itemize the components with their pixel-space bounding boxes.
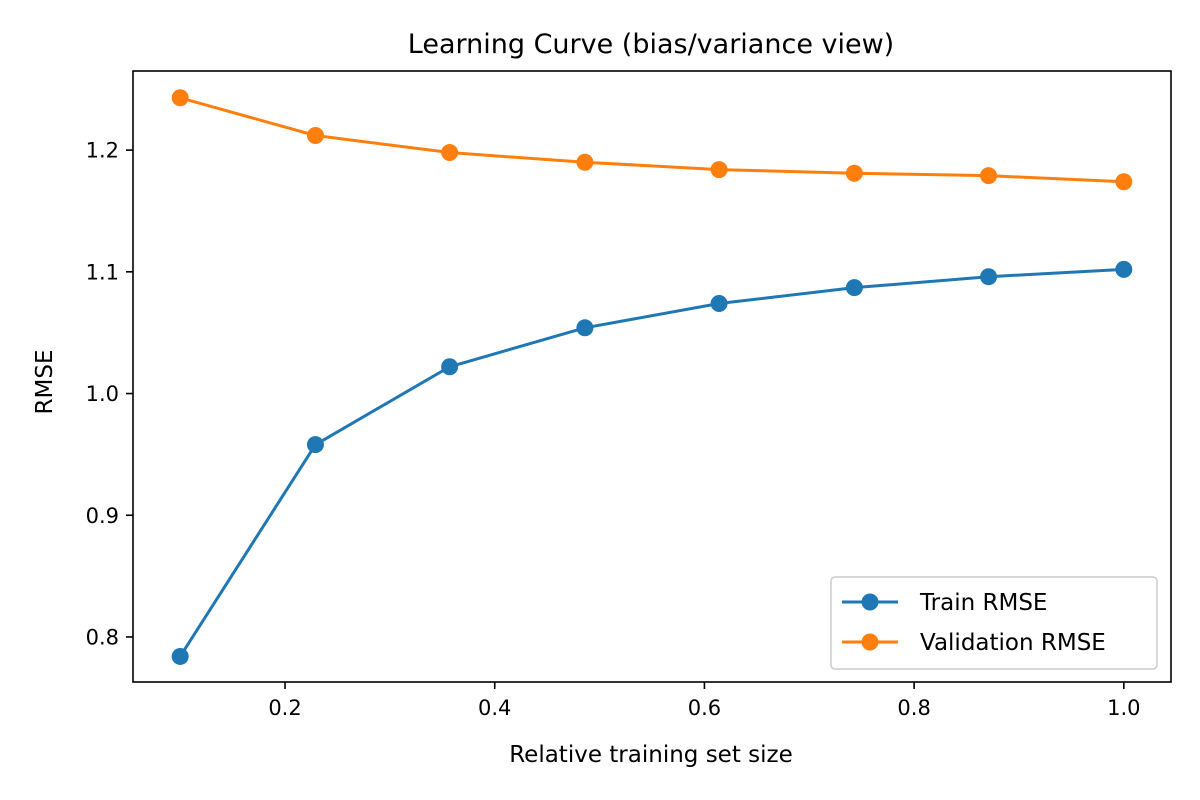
series-1-point-4 (710, 161, 728, 179)
x-tick-label-0: 0.2 (268, 696, 301, 720)
series-line-1 (178, 96, 1126, 184)
series-1-point-6 (980, 167, 998, 185)
x-tick-label-2: 0.6 (688, 696, 721, 720)
legend: Train RMSE Validation RMSE (830, 576, 1158, 670)
y-tick-label-3: 1.1 (86, 260, 119, 284)
series-0-point-1 (306, 436, 324, 454)
legend-label-1: Validation RMSE (920, 630, 1106, 656)
y-tick-label-0: 0.8 (86, 625, 119, 649)
y-axis-label: RMSE (32, 350, 58, 415)
series-0-point-0 (171, 647, 189, 665)
legend-marker-0 (861, 593, 879, 611)
legend-box (830, 576, 1158, 670)
series-0-point-3 (576, 319, 594, 337)
x-tick-label-3: 0.8 (897, 696, 930, 720)
series-1-point-7 (1115, 173, 1133, 191)
series-line-0 (178, 267, 1126, 658)
plot-area (171, 89, 1133, 665)
series-0-point-5 (845, 279, 863, 297)
chart-title: Learning Curve (bias/variance view) (408, 29, 894, 60)
y-tick-label-2: 1.0 (86, 382, 119, 406)
axes: 0.2 0.4 0.6 0.8 1.0 0.8 0.9 1.0 1.1 1.2 (86, 70, 1172, 720)
series-1-point-5 (845, 164, 863, 182)
x-tick-label-4: 1.0 (1107, 696, 1140, 720)
y-tick-label-4: 1.2 (86, 139, 119, 163)
series-1-point-3 (576, 153, 594, 171)
series-1-point-2 (441, 144, 459, 162)
series-1-point-1 (306, 127, 324, 145)
series-0-point-4 (710, 294, 728, 312)
legend-marker-1 (861, 633, 879, 651)
legend-label-0: Train RMSE (919, 590, 1047, 616)
series-0-point-6 (980, 268, 998, 286)
series-0-point-2 (441, 358, 459, 376)
y-tick-label-1: 0.9 (86, 504, 119, 528)
series-1-point-0 (171, 89, 189, 107)
x-axis-label: Relative training set size (509, 742, 793, 768)
axes-frame (132, 70, 1172, 683)
series-0-point-7 (1115, 260, 1133, 278)
x-tick-label-1: 0.4 (478, 696, 511, 720)
